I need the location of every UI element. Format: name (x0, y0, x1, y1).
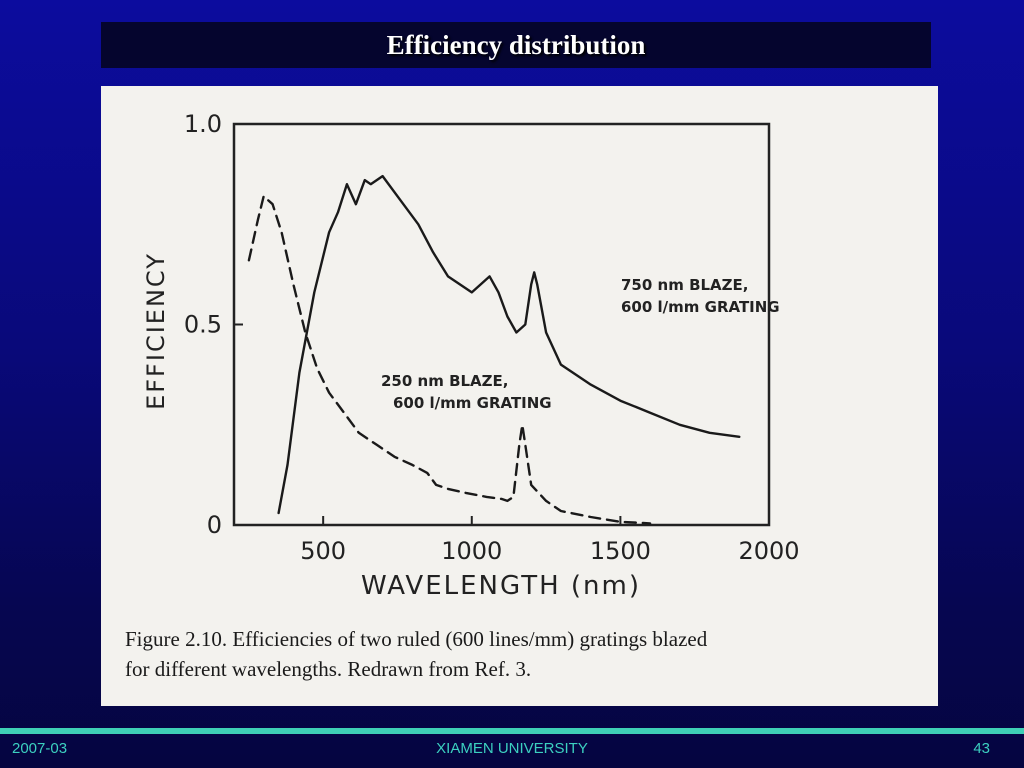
efficiency-chart: 500 1000 1500 2000 00.51.0 WAVELENGTH (nm) … (142, 110, 800, 601)
y-tick-label: 0 (207, 511, 222, 539)
series-label-250-line1: 250 nm BLAZE, (381, 372, 509, 390)
x-tick-label: 1500 (590, 537, 651, 565)
footer-date: 2007-03 (12, 740, 68, 757)
slide-title: Efficiency distribution (386, 29, 646, 60)
figure-panel: 500 1000 1500 2000 0 0.5 1.0 WAVELENGTH (nm) … (101, 86, 938, 706)
y-tick-label: 1.0 (184, 110, 222, 138)
x-tick-label: 1000 (441, 537, 502, 565)
series-label-250-line2: 600 l/mm GRATING (393, 394, 552, 412)
caption-line-1: Figure 2.10. Efficiencies of two ruled (… (125, 627, 708, 651)
caption-line-2: for different wavelengths. Redrawn from … (125, 657, 532, 681)
series-line-250nm-blaze (247, 194, 652, 525)
figure-caption: Figure 2.10. Efficiencies of two ruled (… (125, 624, 925, 684)
footer-divider (0, 728, 1024, 734)
footer-page-number: 43 (973, 740, 990, 757)
y-axis-label: EFFICIENCY (142, 252, 170, 410)
series-line-750nm-blaze (277, 174, 741, 515)
footer-institution: XIAMEN UNIVERSITY (436, 740, 588, 757)
plot-frame (232, 122, 771, 527)
series-label-750-line2: 600 l/mm GRATING (621, 298, 780, 316)
series-label-750-line1: 750 nm BLAZE, (621, 276, 749, 294)
y-tick-label: 0.5 (184, 311, 222, 339)
x-tick-label: 2000 (738, 537, 799, 565)
title-bar: Efficiency distribution (101, 22, 931, 68)
x-tick-label: 500 (300, 537, 346, 565)
x-axis-label: WAVELENGTH (nm) (361, 571, 641, 601)
